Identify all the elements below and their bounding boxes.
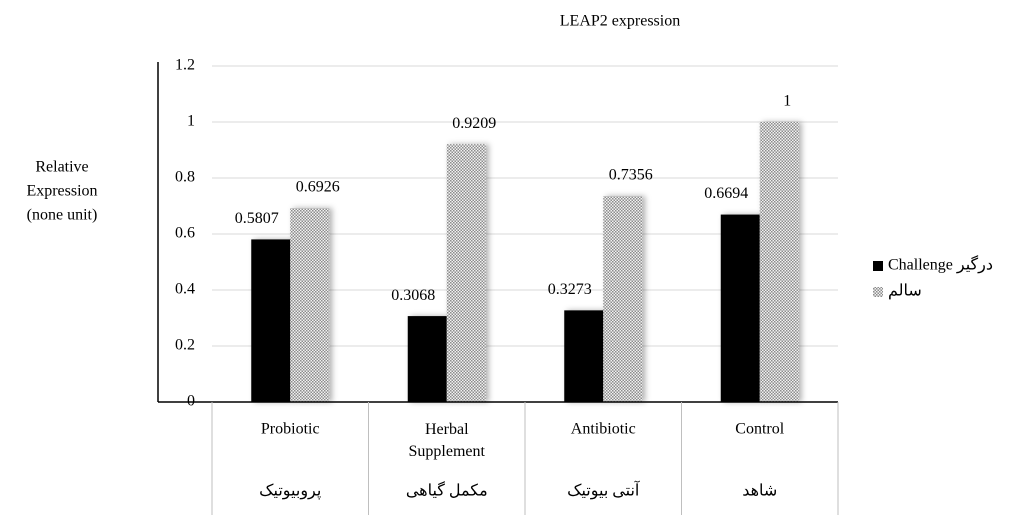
y-axis-label: Relative: [35, 159, 88, 176]
x-tick-label-fa: پروبیوتیک: [259, 483, 321, 500]
y-tick-label: 0.2: [175, 337, 195, 354]
y-tick-label: 0.8: [175, 169, 195, 186]
bar: [290, 208, 330, 402]
bar: [564, 310, 604, 402]
data-label: 1: [783, 93, 791, 110]
legend-swatch: [873, 287, 883, 297]
x-tick-label: Control: [735, 421, 784, 438]
bar: [251, 239, 291, 402]
y-tick-label: 1: [187, 113, 195, 130]
y-axis-label: (none unit): [27, 207, 98, 224]
x-tick-label-fa: آنتی بیوتیک: [567, 480, 641, 500]
y-tick-label: 1.2: [175, 57, 195, 74]
x-tick-label: Probiotic: [261, 421, 320, 438]
x-tick-label: Herbal Supplement: [409, 421, 486, 460]
legend-swatch: [873, 261, 883, 271]
y-tick-label: 0: [187, 393, 195, 410]
bar: [603, 196, 643, 402]
bar: [759, 122, 799, 402]
legend-label: سالم: [888, 283, 922, 300]
bar: [446, 144, 486, 402]
data-label: 0.6926: [296, 179, 340, 196]
data-label: 0.5807: [235, 210, 279, 227]
x-tick-label-fa: مکمل گیاهی: [406, 481, 488, 500]
data-label: 0.6694: [704, 185, 748, 202]
y-axis-label: Expression: [26, 183, 97, 200]
legend-label: Challenge درگیر: [888, 255, 993, 274]
x-tick-label-fa: شاهد: [742, 483, 777, 500]
y-tick-label: 0.4: [175, 281, 195, 298]
data-label: 0.3273: [548, 281, 592, 298]
bar: [407, 316, 447, 402]
data-label: 0.3068: [391, 287, 435, 304]
x-tick-label: Antibiotic: [571, 421, 636, 438]
y-tick-label: 0.6: [175, 225, 195, 242]
bar: [720, 214, 760, 402]
data-label: 0.9209: [452, 115, 496, 132]
chart-title: LEAP2 expression: [560, 13, 680, 30]
data-label: 0.7356: [609, 167, 653, 184]
